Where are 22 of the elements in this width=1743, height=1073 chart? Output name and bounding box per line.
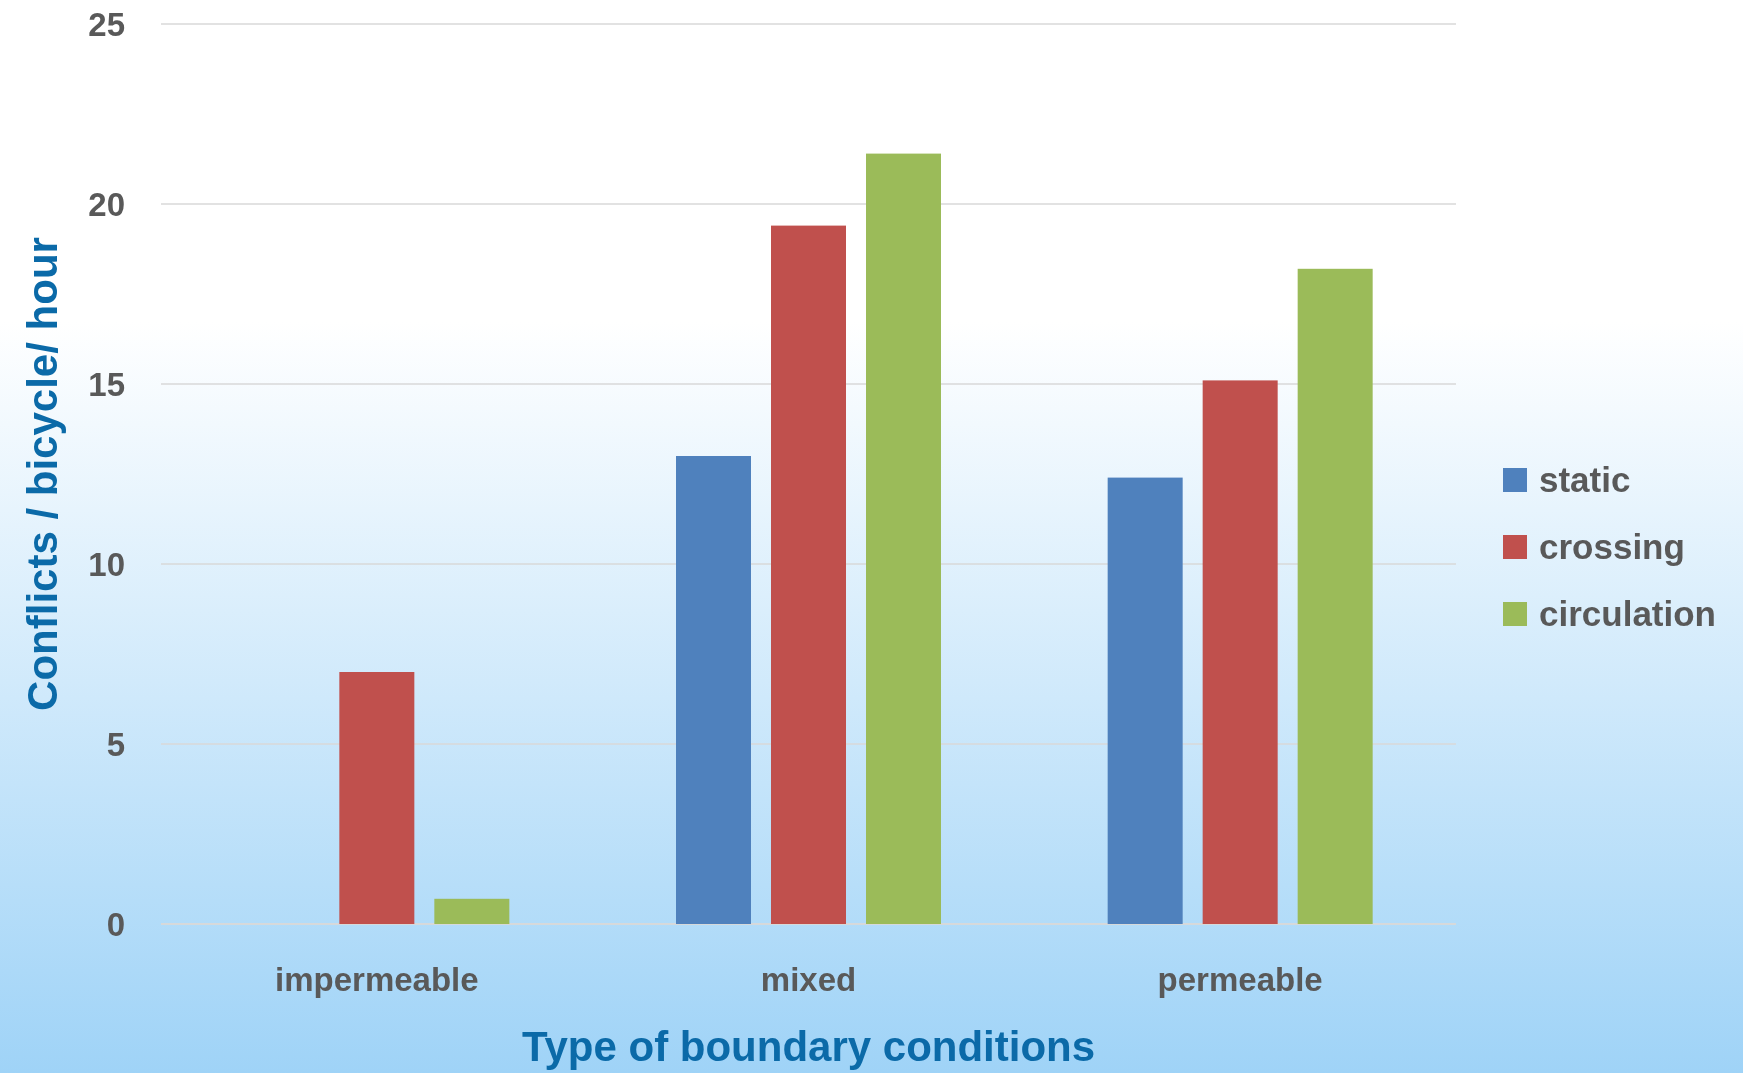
y-tick-label: 15 [88, 365, 125, 403]
y-axis-title: Conflicts / bicycle/ hour [18, 237, 66, 711]
bar [1202, 380, 1278, 924]
x-tick-label: impermeable [275, 960, 479, 998]
legend-label: static [1539, 460, 1631, 500]
bar [676, 456, 751, 924]
y-tick-label: 20 [88, 185, 125, 223]
bar [339, 672, 415, 924]
legend-label: circulation [1539, 594, 1716, 634]
y-tick-label: 0 [106, 905, 125, 943]
legend-label: crossing [1539, 527, 1685, 567]
x-tick-label: mixed [760, 960, 857, 998]
x-axis-title: Type of boundary conditions [521, 1022, 1096, 1070]
x-tick-label: permeable [1157, 960, 1323, 998]
bar [771, 225, 846, 924]
y-tick-label: 25 [88, 5, 125, 43]
bar [866, 153, 941, 924]
bar [1107, 477, 1183, 924]
bar [1297, 268, 1373, 924]
y-tick-label: 10 [88, 545, 125, 583]
y-tick-label: 5 [106, 725, 125, 763]
bar [434, 898, 510, 924]
